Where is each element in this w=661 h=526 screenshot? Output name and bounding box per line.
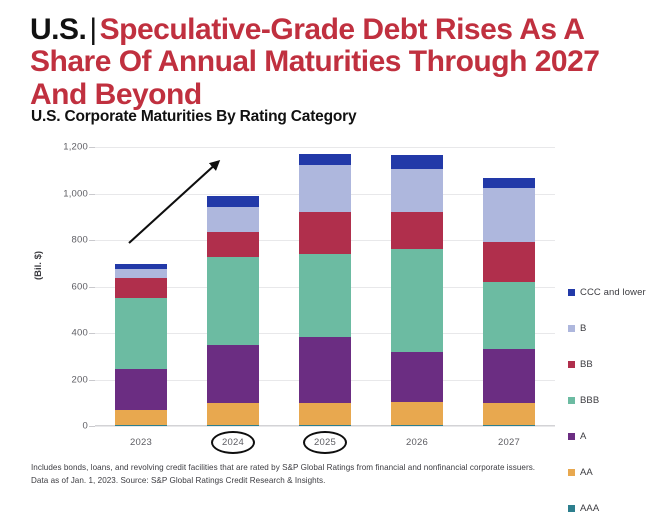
stacked-bar[interactable]: [483, 178, 535, 426]
bar-segment-aa[interactable]: [391, 401, 443, 425]
legend-swatch-icon: [568, 396, 575, 404]
y-axis-tick-label: 400: [71, 327, 88, 339]
bar-segment-b[interactable]: [115, 269, 167, 279]
bar-segment-a[interactable]: [483, 349, 535, 403]
y-axis-tick-label: 800: [71, 234, 88, 246]
bar-segment-a[interactable]: [391, 351, 443, 402]
legend-item-label: CCC and lower: [580, 286, 646, 298]
y-axis-tick-label: 1,200: [63, 141, 88, 153]
footnote-line-2: Data as of Jan. 1, 2023. Source: S&P Glo…: [31, 475, 326, 485]
legend-item-label: AA: [580, 466, 593, 478]
chart-container: (Bil. $) 0 200 400 600 800 1,000 1,200 2023 202…: [0, 132, 661, 514]
y-axis-tick-mark: [89, 240, 95, 241]
bar-segment-bb[interactable]: [299, 211, 351, 254]
headline-separator: |: [89, 13, 97, 46]
bar-segment-bbb[interactable]: [207, 257, 259, 345]
bar-segment-ccc-and-lower[interactable]: [115, 264, 167, 270]
y-axis-tick-mark: [89, 426, 95, 427]
legend-swatch-icon: [568, 468, 575, 476]
y-axis-tick-mark: [89, 333, 95, 334]
bar-segment-b[interactable]: [483, 187, 535, 243]
gridline: [95, 147, 555, 148]
legend-item[interactable]: BBB: [568, 382, 658, 418]
bar-segment-bb[interactable]: [391, 212, 443, 250]
headline-prefix: U.S.: [30, 13, 87, 46]
legend-item-label: BB: [580, 358, 593, 370]
bar-segment-aa[interactable]: [207, 402, 259, 425]
bar-segment-bb[interactable]: [207, 231, 259, 258]
legend-item[interactable]: AA: [568, 454, 658, 490]
bar-segment-ccc-and-lower[interactable]: [299, 153, 351, 166]
legend-item-label: B: [580, 322, 587, 334]
bar-segment-b[interactable]: [391, 169, 443, 213]
bar-segment-bbb[interactable]: [299, 253, 351, 338]
legend-item[interactable]: B: [568, 310, 658, 346]
bar-segment-aaa[interactable]: [391, 424, 443, 426]
bar-segment-bbb[interactable]: [391, 249, 443, 352]
bar-segment-bb[interactable]: [483, 242, 535, 282]
bar-segment-aa[interactable]: [115, 409, 167, 425]
legend-item[interactable]: AAA: [568, 490, 658, 526]
y-axis-tick-mark: [89, 147, 95, 148]
bar-segment-ccc-and-lower[interactable]: [391, 155, 443, 170]
chart-title: U.S. Corporate Maturities By Rating Cate…: [31, 108, 357, 125]
highlight-circle-2024: [211, 431, 255, 454]
highlight-circle-2025: [303, 431, 347, 454]
y-axis-tick-mark: [89, 286, 95, 288]
bar-segment-bbb[interactable]: [115, 298, 167, 370]
bar-segment-aa[interactable]: [299, 402, 351, 425]
bar-segment-b[interactable]: [207, 207, 259, 232]
legend-item[interactable]: A: [568, 418, 658, 454]
bar-segment-bb[interactable]: [115, 278, 167, 299]
bar-segment-b[interactable]: [299, 165, 351, 212]
y-axis-tick-label: 200: [71, 374, 88, 385]
bar-segment-ccc-and-lower[interactable]: [207, 195, 259, 208]
legend-item[interactable]: BB: [568, 346, 658, 382]
bar-segment-a[interactable]: [207, 344, 259, 403]
y-axis-tick-label: 0: [82, 420, 88, 432]
stacked-bar[interactable]: [391, 155, 443, 426]
bar-segment-aaa[interactable]: [115, 424, 167, 426]
bar-segment-bbb[interactable]: [483, 281, 535, 350]
bar-segment-ccc-and-lower[interactable]: [483, 178, 535, 188]
page-headline: U.S. | Speculative-Grade Debt Rises As A S…: [30, 13, 640, 111]
legend-swatch-icon: [568, 324, 575, 332]
headline-main: Speculative-Grade Debt Rises As A Share …: [30, 13, 600, 111]
legend-item[interactable]: CCC and lower: [568, 274, 658, 310]
plot-area: [95, 147, 555, 427]
bar-segment-aa[interactable]: [483, 402, 535, 425]
bar-segment-aaa[interactable]: [299, 424, 351, 426]
stacked-bar[interactable]: [115, 264, 167, 426]
legend-swatch-icon: [568, 360, 575, 368]
gridline: [95, 426, 555, 427]
chart-legend: CCC and lower B BB BBB A AA AAA: [568, 274, 658, 526]
stacked-bar[interactable]: [207, 195, 259, 426]
x-axis-tick-label: 2023: [130, 437, 152, 448]
footnote: Includes bonds, loans, and revolving cre…: [31, 462, 611, 487]
y-axis-label: (Bil. $): [33, 250, 44, 280]
bar-segment-a[interactable]: [299, 337, 351, 403]
legend-swatch-icon: [568, 504, 575, 512]
y-axis-tick-mark: [89, 193, 95, 195]
bar-segment-aaa[interactable]: [207, 424, 259, 426]
legend-item-label: A: [580, 430, 587, 442]
legend-item-label: BBB: [580, 394, 600, 406]
bar-segment-aaa[interactable]: [483, 424, 535, 426]
y-axis-tick-label: 1,000: [63, 188, 88, 199]
legend-swatch-icon: [568, 432, 575, 440]
x-axis-tick-label: 2027: [498, 437, 520, 448]
x-axis-tick-label: 2026: [406, 437, 428, 448]
footnote-line-1: Includes bonds, loans, and revolving cre…: [31, 463, 536, 472]
legend-swatch-icon: [568, 288, 575, 296]
y-axis-tick-mark: [89, 379, 95, 381]
legend-item-label: AAA: [580, 502, 600, 514]
y-axis-tick-label: 600: [71, 281, 88, 292]
bar-segment-a[interactable]: [115, 369, 167, 410]
stacked-bar[interactable]: [299, 153, 351, 426]
